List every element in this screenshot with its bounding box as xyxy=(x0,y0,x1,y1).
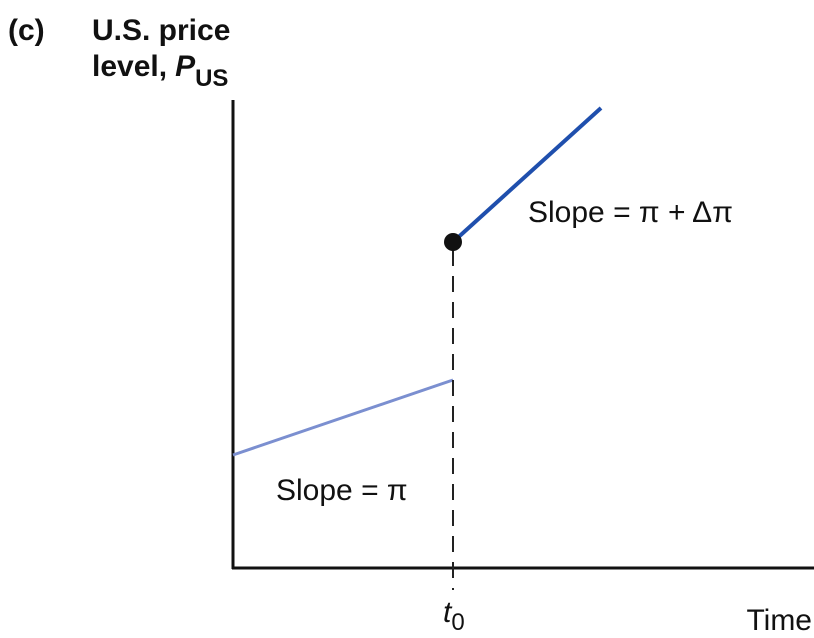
y-axis-subscript: US xyxy=(195,65,228,92)
y-axis-symbol: P xyxy=(175,50,196,83)
slope-label-lower: Slope = π xyxy=(276,474,408,507)
x-marker-symbol: t xyxy=(443,596,453,629)
x-axis-label: Time xyxy=(746,604,812,637)
price-path-after xyxy=(451,106,603,244)
slope-label-upper: Slope = π + Δπ xyxy=(528,196,733,229)
panel-label: (c) xyxy=(8,14,45,47)
y-axis-label-text: level, xyxy=(92,50,167,83)
y-axis-label: level, PUS xyxy=(92,50,228,92)
y-axis-label: U.S. price xyxy=(92,14,230,47)
price-path-before xyxy=(232,378,454,457)
x-marker: t0 xyxy=(443,596,465,636)
jump-point xyxy=(444,233,462,251)
x-marker-subscript: 0 xyxy=(451,609,464,636)
